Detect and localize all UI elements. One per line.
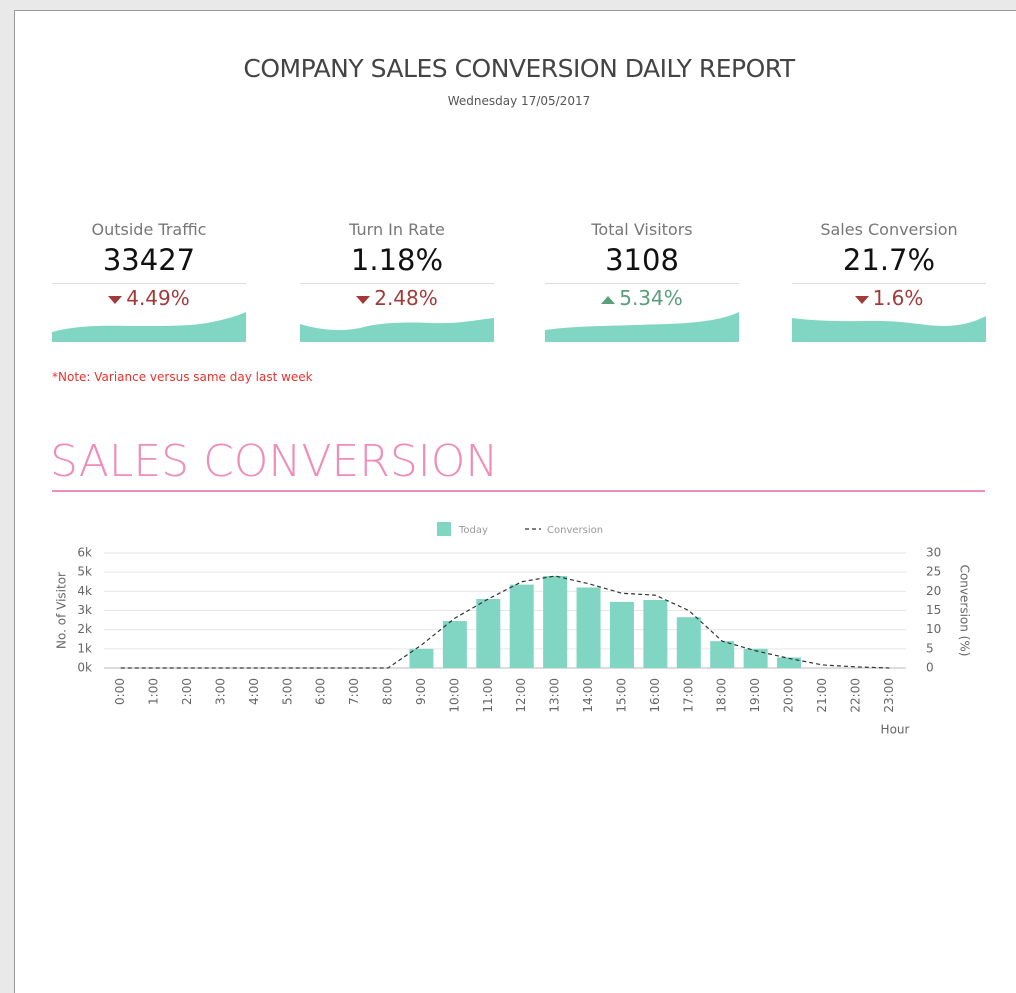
y-axis-title: No. of Visitor bbox=[55, 572, 69, 649]
kpi-card: Turn In Rate 1.18% 2.48% bbox=[300, 220, 494, 342]
y2-axis-title: Conversion (%) bbox=[958, 565, 972, 657]
kpi-value: 21.7% bbox=[842, 243, 936, 277]
bar bbox=[543, 576, 568, 668]
report-date: Wednesday 17/05/2017 bbox=[447, 94, 591, 108]
bar bbox=[777, 657, 802, 668]
kpi-variance: 1.6% bbox=[792, 286, 986, 312]
x-tick-label: 8:00 bbox=[381, 678, 395, 705]
x-tick-label: 6:00 bbox=[314, 678, 328, 705]
x-tick-label: 13:00 bbox=[548, 678, 562, 713]
x-tick-label: 1:00 bbox=[147, 678, 161, 705]
y2-tick-label: 5 bbox=[926, 641, 934, 655]
y-tick-label: 2k bbox=[77, 622, 92, 636]
sparkline bbox=[792, 316, 986, 342]
y-tick-label: 0k bbox=[77, 661, 92, 675]
kpi-card: Total Visitors 3108 5.34% bbox=[545, 220, 739, 342]
legend-swatch bbox=[437, 522, 451, 536]
x-tick-label: 21:00 bbox=[815, 678, 829, 713]
variance-text: 5.34% bbox=[619, 286, 683, 310]
kpi-card: Sales Conversion 21.7% 1.6% bbox=[792, 220, 986, 342]
y-tick-label: 5k bbox=[77, 565, 92, 579]
kpi-label: Sales Conversion bbox=[820, 220, 958, 239]
x-tick-label: 23:00 bbox=[882, 678, 896, 713]
y2-tick-label: 20 bbox=[926, 584, 941, 598]
kpi-variance: 5.34% bbox=[545, 286, 739, 312]
bar bbox=[676, 617, 701, 668]
x-tick-label: 9:00 bbox=[414, 678, 428, 705]
divider bbox=[545, 283, 739, 284]
section-title: SALES CONVERSION bbox=[50, 436, 499, 487]
kpi-card: Outside Traffic 33427 4.49% bbox=[52, 220, 246, 342]
x-tick-label: 14:00 bbox=[581, 678, 595, 713]
x-tick-label: 4:00 bbox=[247, 678, 261, 705]
divider bbox=[300, 283, 494, 284]
x-tick-label: 10:00 bbox=[447, 678, 461, 713]
x-tick-label: 5:00 bbox=[280, 678, 294, 705]
y-tick-label: 4k bbox=[77, 584, 92, 598]
bar bbox=[576, 587, 601, 668]
kpi-label: Total Visitors bbox=[591, 220, 693, 239]
kpi-value: 3108 bbox=[605, 243, 679, 277]
x-tick-label: 19:00 bbox=[748, 678, 762, 713]
x-tick-label: 11:00 bbox=[481, 678, 495, 713]
sparkline bbox=[300, 318, 494, 342]
x-axis-title: Hour bbox=[881, 723, 910, 737]
y2-tick-label: 30 bbox=[926, 546, 941, 560]
x-tick-label: 20:00 bbox=[782, 678, 796, 713]
y2-tick-label: 15 bbox=[926, 603, 941, 617]
y-tick-label: 1k bbox=[77, 641, 92, 655]
conversion-line bbox=[120, 575, 890, 669]
bar bbox=[710, 641, 735, 668]
x-tick-label: 12:00 bbox=[514, 678, 528, 713]
legend-label: Conversion bbox=[547, 525, 603, 536]
divider bbox=[52, 283, 246, 284]
y2-tick-label: 0 bbox=[926, 661, 934, 675]
sparkline bbox=[545, 312, 739, 342]
legend-label: Today bbox=[458, 525, 488, 536]
bar bbox=[509, 584, 534, 668]
down-arrow bbox=[356, 296, 371, 304]
variance-text: 1.6% bbox=[872, 286, 924, 310]
y-tick-label: 3k bbox=[77, 603, 92, 617]
x-tick-label: 17:00 bbox=[681, 678, 695, 713]
variance-text: 4.49% bbox=[126, 286, 190, 310]
note: *Note: Variance versus same day last wee… bbox=[52, 370, 313, 384]
bar bbox=[476, 599, 501, 668]
bar bbox=[609, 601, 634, 668]
y2-tick-label: 10 bbox=[926, 622, 941, 636]
divider bbox=[792, 283, 986, 284]
report-title: COMPANY SALES CONVERSION DAILY REPORT bbox=[243, 54, 795, 83]
x-tick-label: 2:00 bbox=[180, 678, 194, 705]
bar bbox=[743, 648, 768, 668]
report-card bbox=[14, 10, 1016, 993]
kpi-value: 1.18% bbox=[350, 243, 444, 277]
x-tick-label: 16:00 bbox=[648, 678, 662, 713]
down-arrow bbox=[108, 296, 123, 304]
bar bbox=[409, 648, 434, 668]
section-underline bbox=[52, 490, 985, 492]
x-tick-label: 15:00 bbox=[614, 678, 628, 713]
x-tick-label: 3:00 bbox=[213, 678, 227, 705]
kpi-label: Turn In Rate bbox=[349, 220, 445, 239]
y2-tick-label: 25 bbox=[926, 565, 941, 579]
x-tick-label: 22:00 bbox=[848, 678, 862, 713]
down-arrow bbox=[854, 296, 869, 304]
bar bbox=[643, 599, 668, 668]
kpi-value: 33427 bbox=[102, 243, 196, 277]
kpi-variance: 4.49% bbox=[52, 286, 246, 312]
kpi-label: Outside Traffic bbox=[91, 220, 207, 239]
y-tick-label: 6k bbox=[77, 546, 92, 560]
kpi-variance: 2.48% bbox=[300, 286, 494, 312]
x-tick-label: 0:00 bbox=[113, 678, 127, 705]
up-arrow bbox=[601, 296, 616, 304]
sparkline bbox=[52, 312, 246, 342]
bar bbox=[442, 621, 467, 668]
x-tick-label: 18:00 bbox=[715, 678, 729, 713]
variance-text: 2.48% bbox=[374, 286, 438, 310]
x-tick-label: 7:00 bbox=[347, 678, 361, 705]
